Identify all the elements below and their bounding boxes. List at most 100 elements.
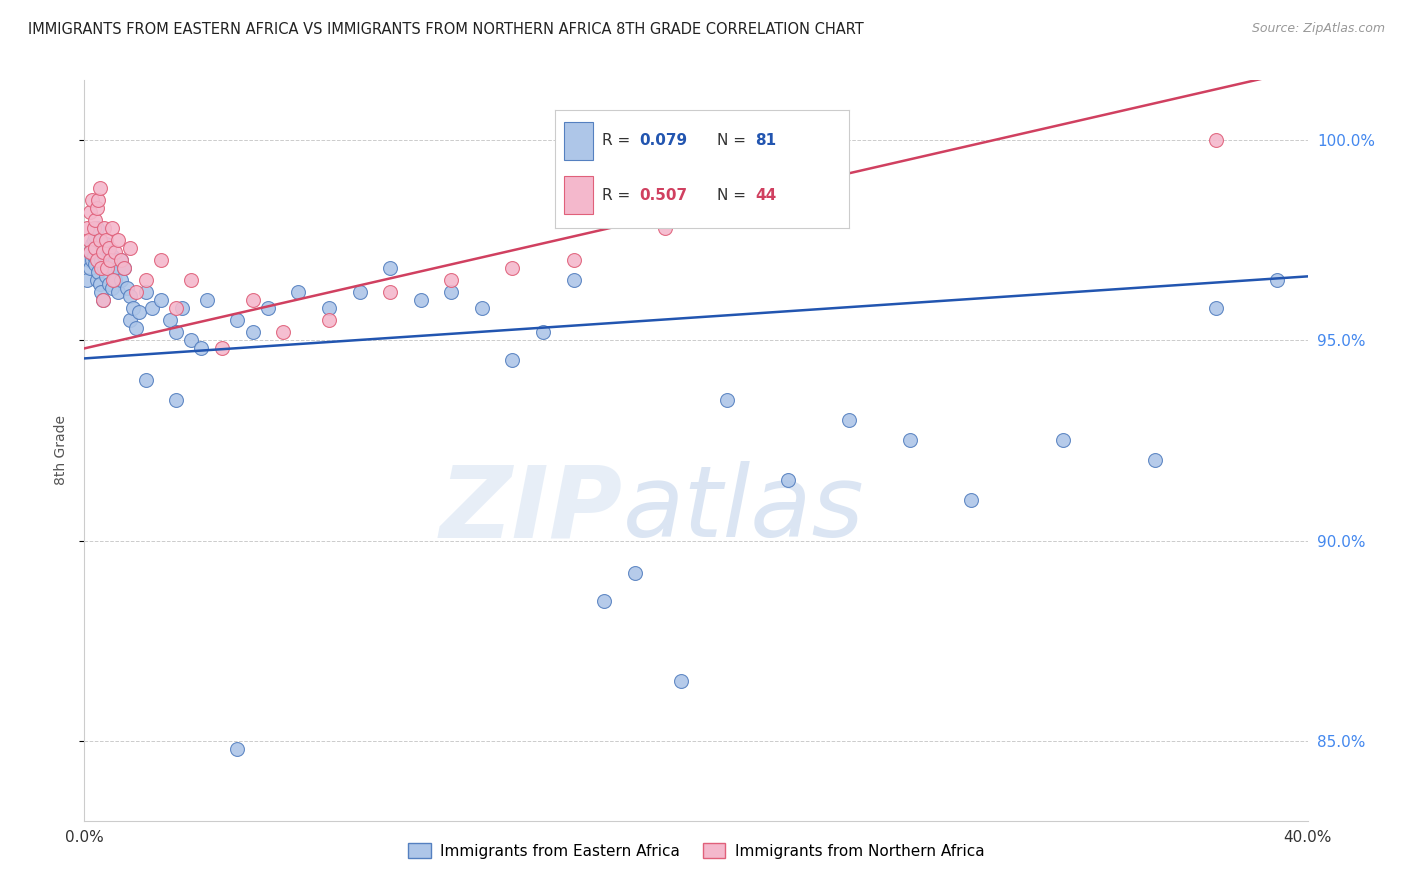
Point (135, 285, 157, 300)
Point (101, 221, 124, 235)
Point (79, 245, 101, 260)
Point (110, 273, 132, 287)
Point (380, 261, 402, 276)
Point (669, 673, 692, 688)
Point (90, 285, 112, 300)
Point (103, 273, 125, 287)
Point (960, 493, 983, 508)
Point (86, 253, 108, 268)
Point (180, 334, 202, 348)
Point (104, 253, 127, 268)
Point (112, 261, 135, 276)
Point (242, 293, 264, 308)
Point (107, 285, 129, 300)
Point (180, 273, 202, 287)
Point (165, 326, 187, 340)
Point (135, 273, 157, 287)
Point (79, 261, 101, 276)
Point (318, 313, 340, 327)
Point (349, 285, 371, 300)
Point (195, 293, 218, 308)
Point (97, 245, 120, 260)
Point (593, 593, 616, 607)
Point (89, 181, 111, 195)
Point (190, 342, 212, 356)
Point (77, 253, 100, 268)
Point (93, 261, 115, 276)
Point (91, 241, 114, 255)
Point (242, 326, 264, 340)
Point (776, 474, 799, 488)
Point (90, 261, 112, 276)
Point (562, 273, 585, 287)
Point (77, 233, 100, 247)
Point (471, 301, 494, 316)
Point (87, 245, 110, 260)
Point (135, 373, 157, 387)
Point (1052, 434, 1074, 448)
Legend: Immigrants from Eastern Africa, Immigrants from Northern Africa: Immigrants from Eastern Africa, Immigran… (402, 837, 990, 865)
Point (898, 434, 921, 448)
Point (502, 353, 524, 368)
Point (165, 393, 187, 408)
Point (87, 194, 110, 208)
Point (93, 249, 115, 263)
Point (654, 221, 676, 235)
Point (1205, 301, 1227, 316)
Point (380, 285, 402, 300)
Point (122, 301, 145, 316)
Point (624, 566, 647, 580)
Point (86, 273, 108, 287)
Point (89, 233, 111, 247)
Point (1265, 273, 1288, 287)
Point (107, 233, 129, 247)
Point (125, 285, 148, 300)
Text: Source: ZipAtlas.com: Source: ZipAtlas.com (1251, 22, 1385, 36)
Point (120, 241, 142, 255)
Point (91, 293, 114, 308)
Point (1205, 133, 1227, 147)
Point (101, 281, 124, 295)
Point (141, 301, 163, 316)
Point (838, 413, 860, 427)
Point (79, 245, 101, 260)
Text: atlas: atlas (623, 461, 865, 558)
Point (97, 241, 120, 255)
Point (96, 253, 118, 268)
Point (128, 305, 150, 319)
Point (104, 273, 127, 287)
Point (110, 253, 132, 268)
Point (747, 205, 769, 219)
Point (149, 253, 172, 268)
Point (86, 221, 108, 235)
Point (1143, 453, 1166, 467)
Point (98, 257, 121, 271)
Point (110, 253, 132, 268)
Point (84, 229, 107, 244)
Point (120, 289, 142, 303)
Point (80, 237, 103, 252)
Point (115, 281, 138, 295)
Point (226, 741, 249, 756)
Point (531, 326, 554, 340)
Point (87, 265, 110, 279)
Point (287, 285, 309, 300)
Point (562, 253, 585, 268)
Point (98, 253, 121, 268)
Point (89, 233, 111, 247)
Point (76, 273, 98, 287)
Point (257, 301, 280, 316)
Point (502, 261, 524, 276)
Point (83, 249, 105, 263)
Point (94, 233, 117, 247)
Point (125, 321, 148, 335)
Point (84, 257, 107, 271)
Point (211, 342, 233, 356)
Point (101, 249, 124, 263)
Point (440, 273, 463, 287)
Point (84, 213, 107, 227)
Point (149, 293, 172, 308)
Point (97, 277, 120, 292)
Point (80, 253, 103, 268)
Point (91, 245, 114, 260)
